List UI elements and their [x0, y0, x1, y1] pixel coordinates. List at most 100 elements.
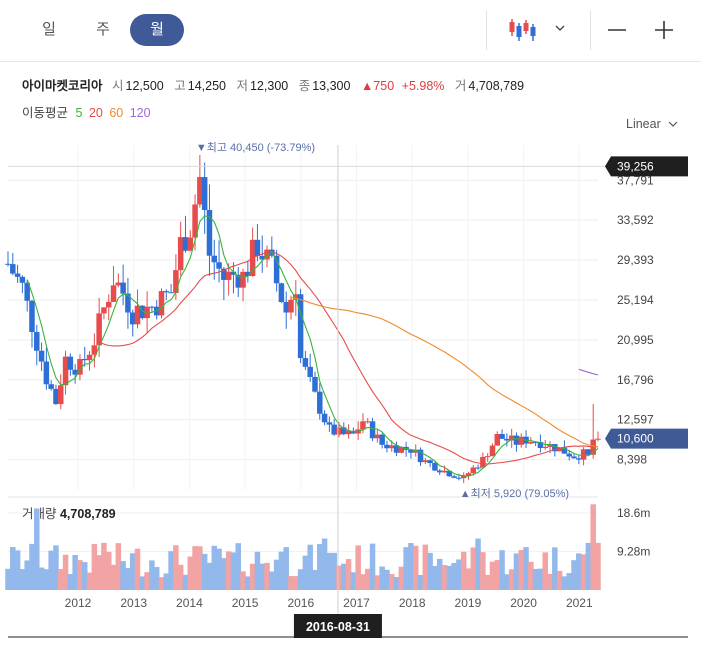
volume-value: 4,708,789	[468, 79, 525, 93]
volume-bar	[345, 559, 352, 590]
candle-body	[374, 434, 381, 439]
candle-body	[288, 299, 294, 313]
volume-bar	[542, 552, 548, 590]
candle-body	[307, 366, 313, 377]
volume-bar	[494, 560, 501, 590]
ma-legend-label: 이동평균	[22, 106, 69, 120]
candle-body	[24, 282, 30, 301]
volume-bar	[139, 576, 146, 590]
candle-body	[53, 388, 59, 405]
candle-body	[312, 376, 318, 392]
candle-body	[206, 209, 213, 256]
candle-body	[317, 391, 323, 414]
toolbar-divider	[486, 10, 487, 50]
volume-bar	[412, 545, 419, 590]
volume-bar	[556, 570, 563, 590]
tab-weekly[interactable]: 주	[96, 21, 110, 38]
candle-body	[379, 434, 385, 445]
volume-bar	[168, 551, 174, 590]
scale-mode-label: Linear	[626, 117, 661, 131]
volume-bar	[456, 559, 462, 590]
volume-bar	[566, 573, 572, 590]
chart-type-select[interactable]	[500, 14, 580, 46]
volume-bar	[302, 555, 309, 590]
candle-body	[14, 273, 21, 277]
candle-body	[149, 306, 155, 308]
volume-bar	[460, 551, 467, 590]
zoom-in-button[interactable]	[646, 14, 682, 46]
candle-body	[62, 356, 69, 386]
quote-summary: 아이마켓코리아 시 12,500 고 14,250 저 12,300 종 13,300 …	[22, 75, 531, 94]
chevron-down-icon	[668, 121, 678, 127]
last-price-label: 10,600	[617, 432, 654, 446]
period-tabs: 일 주 월	[22, 14, 184, 46]
volume-bar	[422, 544, 429, 590]
candle-body	[144, 306, 150, 319]
tab-daily[interactable]: 일	[42, 21, 56, 38]
volume-bar	[595, 542, 601, 590]
volume-bar	[317, 544, 323, 590]
candle-body	[441, 470, 448, 473]
candle-body	[494, 434, 501, 446]
close-value: 13,300	[312, 79, 351, 93]
candle-body	[19, 276, 26, 283]
candle-body	[273, 255, 280, 284]
candle-body	[34, 332, 40, 351]
tab-monthly[interactable]: 월	[130, 14, 184, 46]
volume-bar	[393, 577, 400, 590]
volume-bar	[374, 575, 381, 590]
candle-body	[422, 460, 429, 463]
volume-bar	[158, 577, 165, 590]
volume-bar	[552, 547, 558, 590]
volume-bar	[432, 565, 438, 590]
price-tick-label: 20,995	[617, 333, 654, 347]
zoom-out-button[interactable]	[598, 14, 634, 46]
candle-body	[460, 475, 467, 479]
candle-body	[369, 421, 376, 439]
volume-bar	[264, 562, 270, 590]
candle-body	[158, 291, 165, 316]
moving-average-legend: 이동평균 5 20 60 120	[22, 102, 155, 121]
volume-bar	[523, 547, 529, 590]
candle-body	[451, 476, 457, 478]
volume-bar	[312, 569, 318, 590]
volume-bar	[86, 572, 93, 590]
price-tick-label: 29,393	[617, 253, 654, 267]
candle-body	[240, 271, 246, 288]
candle-body	[360, 421, 366, 430]
candle-body	[58, 385, 64, 405]
volume-bar	[182, 574, 189, 590]
volume-bar	[259, 563, 265, 590]
candle-body	[566, 453, 572, 457]
moving-average-120-line	[578, 368, 599, 376]
candle-body	[571, 456, 577, 459]
candle-body	[384, 444, 390, 449]
candle-body	[134, 305, 141, 325]
candle-body	[470, 467, 477, 474]
candle-body	[182, 237, 189, 251]
year-tick-label: 2012	[65, 596, 92, 610]
volume-bar	[321, 538, 328, 590]
volume-bar	[475, 538, 481, 590]
volume-bar	[144, 572, 150, 590]
candle-body	[115, 282, 122, 286]
volume-bar	[580, 554, 587, 590]
scale-mode-select[interactable]: Linear	[626, 117, 678, 131]
candle-body	[484, 456, 491, 458]
price-tick-label: 33,592	[617, 213, 654, 227]
volume-bar	[388, 573, 395, 590]
volume-bar	[81, 562, 88, 590]
volume-bar	[427, 552, 433, 590]
candle-body	[120, 282, 126, 294]
candle-body	[278, 283, 285, 302]
volume-bar	[470, 547, 477, 590]
volume-bar	[62, 554, 69, 590]
toolbar-divider	[590, 10, 591, 50]
volume-bar	[206, 562, 213, 590]
volume-bar	[192, 546, 198, 590]
low-value: 12,300	[249, 79, 289, 93]
year-tick-label: 2017	[343, 596, 370, 610]
candlestick-chart-icon	[509, 19, 536, 41]
volume-bar	[436, 558, 443, 590]
